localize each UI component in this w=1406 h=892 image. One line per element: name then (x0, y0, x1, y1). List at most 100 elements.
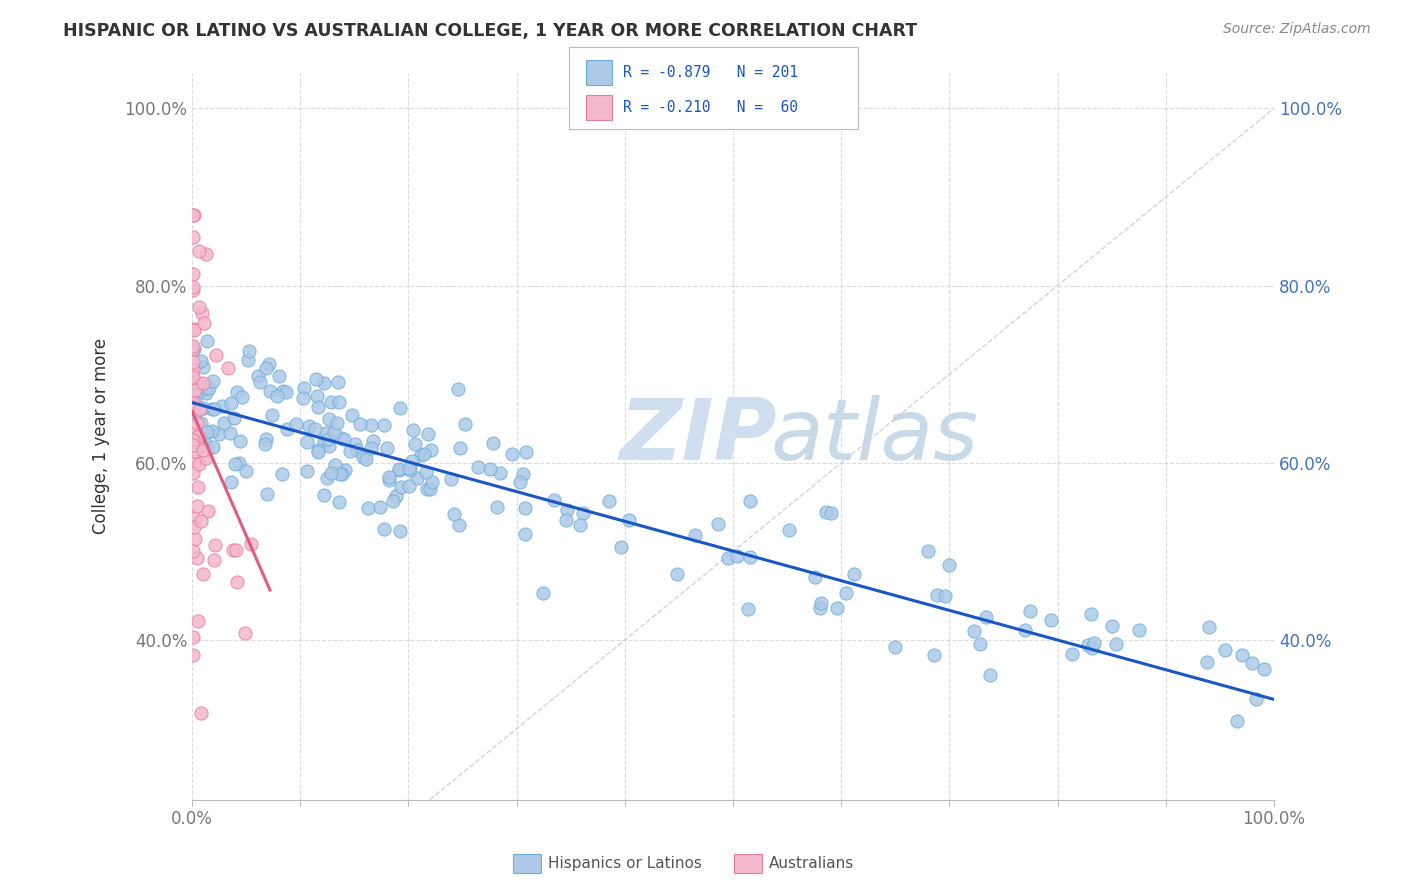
Point (420, 442, 443, 457)
Point (181, 355, 204, 369)
Y-axis label: College, 1 year or more: College, 1 year or more (93, 338, 110, 534)
Point (598, 494, 620, 508)
Point (389, 401, 412, 416)
Point (228, 456, 250, 470)
Point (340, 408, 363, 422)
Point (979, 667, 1001, 681)
Point (1198, 620, 1220, 634)
Point (238, 353, 260, 368)
Point (181, 229, 204, 244)
Point (404, 436, 426, 450)
Point (406, 471, 429, 485)
Point (235, 625, 257, 640)
Point (229, 434, 252, 448)
Point (378, 473, 401, 487)
Point (292, 381, 315, 395)
Point (183, 409, 205, 423)
Point (1077, 638, 1099, 652)
Point (217, 361, 239, 376)
Point (195, 379, 218, 393)
Point (810, 596, 832, 610)
Point (219, 425, 242, 440)
Point (938, 558, 960, 573)
Point (1105, 637, 1128, 651)
Point (254, 432, 277, 446)
Point (389, 480, 412, 494)
Point (184, 395, 207, 409)
Point (205, 348, 228, 362)
Point (326, 416, 349, 430)
Point (512, 467, 534, 482)
Point (1241, 657, 1264, 671)
Point (740, 549, 762, 564)
Text: R = -0.879   N = 201: R = -0.879 N = 201 (623, 65, 797, 79)
Point (346, 443, 368, 458)
Point (610, 540, 633, 554)
Point (184, 387, 207, 401)
Point (401, 454, 423, 468)
Text: R = -0.210   N =  60: R = -0.210 N = 60 (623, 101, 797, 115)
Point (188, 457, 211, 471)
Point (238, 344, 260, 359)
Point (183, 511, 205, 525)
Point (201, 374, 224, 388)
Point (186, 550, 208, 565)
Point (1083, 636, 1105, 650)
Point (186, 376, 208, 390)
Point (195, 442, 218, 457)
Point (368, 500, 391, 515)
Point (515, 445, 537, 459)
Point (1014, 623, 1036, 637)
Point (1040, 613, 1063, 627)
Point (308, 400, 330, 414)
Point (820, 506, 842, 520)
Point (221, 475, 243, 490)
Point (555, 503, 578, 517)
Point (186, 438, 208, 452)
Text: Source: ZipAtlas.com: Source: ZipAtlas.com (1223, 22, 1371, 37)
Point (222, 410, 245, 425)
Point (486, 500, 509, 514)
Point (224, 457, 246, 471)
Point (183, 520, 205, 534)
Text: Hispanics or Latinos: Hispanics or Latinos (548, 856, 702, 871)
Point (188, 402, 211, 417)
Point (226, 384, 249, 399)
Point (274, 384, 297, 399)
Point (190, 706, 212, 720)
Point (333, 432, 356, 446)
Point (422, 475, 444, 489)
Point (478, 462, 501, 476)
Point (186, 417, 208, 431)
Point (467, 460, 489, 475)
Point (222, 542, 245, 557)
Point (187, 244, 209, 258)
Point (333, 463, 356, 477)
Point (181, 395, 204, 409)
Point (195, 385, 218, 400)
Point (181, 283, 204, 297)
Point (249, 375, 271, 389)
Point (184, 453, 207, 467)
Text: ZIP: ZIP (620, 395, 778, 478)
Point (922, 648, 945, 662)
Point (181, 267, 204, 281)
Point (181, 395, 204, 409)
Point (804, 570, 827, 584)
Point (212, 416, 235, 430)
Point (226, 574, 249, 589)
Point (963, 624, 986, 639)
Point (354, 452, 377, 467)
Point (181, 433, 204, 447)
Point (543, 493, 565, 508)
Point (181, 438, 204, 452)
Point (725, 549, 748, 564)
Point (235, 464, 257, 478)
Point (198, 381, 221, 395)
Point (454, 417, 477, 431)
Point (1213, 642, 1236, 657)
Point (181, 466, 204, 480)
Point (399, 463, 422, 477)
Point (402, 423, 425, 437)
Point (267, 368, 290, 383)
